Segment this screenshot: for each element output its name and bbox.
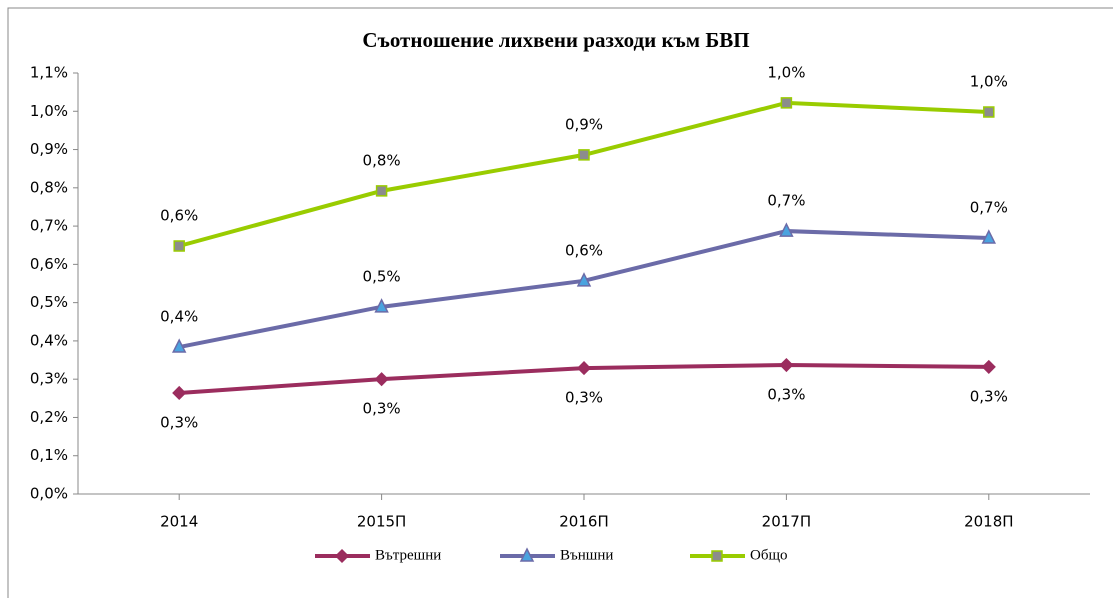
chart-title: Съотношение лихвени разходи към БВП — [362, 28, 749, 52]
y-tick-label: 0,2% — [30, 408, 68, 426]
x-tick-label: 2017П — [762, 513, 811, 531]
data-label: 0,7% — [767, 192, 805, 210]
y-tick-label: 1,1% — [30, 64, 68, 82]
y-tick-label: 0,3% — [30, 370, 68, 388]
y-tick-label: 0,1% — [30, 446, 68, 464]
data-label: 0,3% — [565, 389, 603, 407]
data-label: 0,8% — [363, 151, 401, 169]
y-tick-label: 1,0% — [30, 102, 68, 120]
x-tick-label: 2016П — [559, 513, 608, 531]
marker — [779, 357, 794, 373]
x-tick-label: 2018П — [964, 513, 1013, 531]
marker — [981, 229, 997, 244]
marker — [334, 548, 350, 564]
legend-label: Общо — [750, 547, 788, 563]
data-label: 0,3% — [970, 387, 1008, 405]
data-label: 0,3% — [363, 400, 401, 418]
data-label: 0,6% — [160, 206, 198, 224]
data-label: 0,3% — [160, 413, 198, 431]
marker — [172, 385, 187, 401]
chart-border — [7, 7, 1113, 598]
marker — [780, 97, 793, 109]
y-tick-label: 0,5% — [30, 293, 68, 311]
marker — [171, 338, 187, 353]
data-label: 0,9% — [565, 115, 603, 133]
x-tick-label: 2014 — [160, 513, 198, 531]
y-tick-label: 0,0% — [30, 485, 68, 503]
data-label: 0,6% — [565, 241, 603, 259]
y-tick-label: 0,9% — [30, 140, 68, 158]
marker — [576, 361, 592, 376]
data-label: 1,0% — [767, 63, 805, 81]
data-label: 1,0% — [970, 73, 1008, 91]
data-label: 0,5% — [363, 267, 401, 285]
marker — [173, 240, 185, 252]
y-tick-label: 0,8% — [30, 178, 68, 196]
marker — [711, 550, 723, 562]
marker — [983, 106, 995, 118]
legend-label: Външни — [560, 547, 613, 563]
y-tick-label: 0,6% — [30, 255, 68, 273]
marker — [519, 547, 535, 562]
legend-label: Вътрешни — [375, 547, 441, 563]
marker — [375, 185, 388, 197]
marker — [374, 372, 389, 387]
data-label: 0,4% — [160, 308, 198, 326]
data-label: 0,3% — [767, 386, 805, 404]
y-tick-label: 0,4% — [30, 331, 68, 349]
x-tick-label: 2015П — [357, 513, 406, 531]
marker — [576, 272, 592, 287]
marker — [578, 149, 590, 161]
marker — [779, 222, 794, 237]
data-label: 0,7% — [970, 198, 1008, 216]
marker — [981, 359, 996, 374]
marker — [374, 298, 389, 313]
y-tick-label: 0,7% — [30, 217, 68, 235]
